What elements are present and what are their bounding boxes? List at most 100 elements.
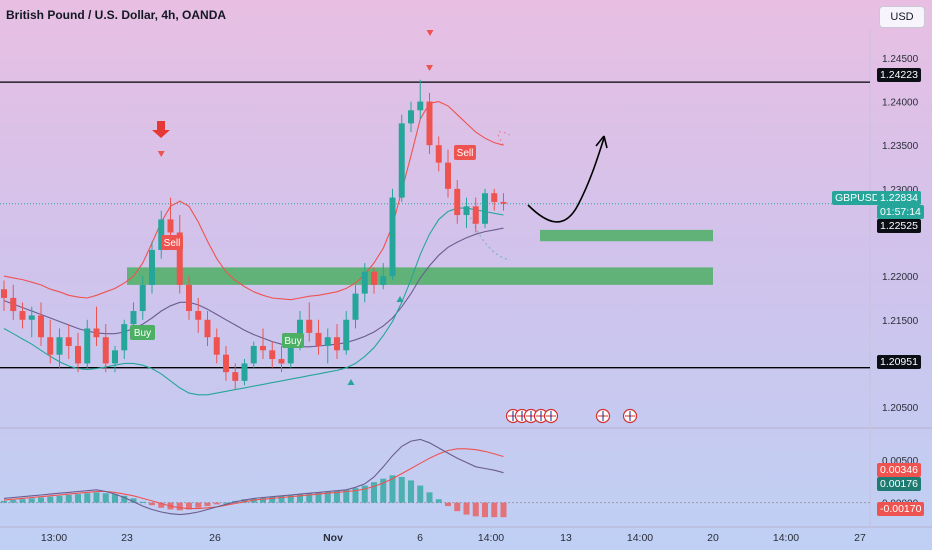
macd-histogram-bar bbox=[223, 502, 229, 504]
economic-event-icon bbox=[595, 408, 611, 424]
candle bbox=[10, 284, 17, 320]
macd-histogram-bar bbox=[500, 502, 507, 518]
time-axis-label: 20 bbox=[707, 532, 719, 544]
candle bbox=[435, 136, 442, 172]
candle-body bbox=[93, 328, 100, 338]
candle bbox=[38, 302, 44, 346]
macd-histogram-bar bbox=[213, 502, 220, 505]
time-axis-label: 23 bbox=[121, 532, 133, 544]
time-axis-label: 26 bbox=[209, 532, 221, 544]
macd-histogram-bar bbox=[454, 502, 461, 512]
buy-label: Buy bbox=[282, 333, 304, 348]
macd-top-tick: 0.00500 bbox=[882, 456, 919, 467]
candle-body bbox=[1, 289, 7, 298]
time-axis-label: 14:00 bbox=[773, 532, 799, 544]
candle-body bbox=[482, 193, 488, 224]
candle bbox=[278, 345, 285, 373]
histogram-value-tag: -0.00170 bbox=[877, 502, 925, 516]
buy-label-text: Buy bbox=[134, 328, 151, 339]
candle-body bbox=[250, 345, 257, 364]
candle bbox=[343, 311, 350, 355]
bb-lower-projection bbox=[466, 207, 511, 261]
candle-body bbox=[10, 297, 17, 312]
last-price-tag: 1.22834 bbox=[877, 191, 921, 205]
candle bbox=[75, 332, 81, 373]
bb-middle-line bbox=[3, 227, 504, 348]
sell-label: Sell bbox=[454, 145, 476, 160]
candle bbox=[306, 302, 313, 342]
candle-body bbox=[324, 337, 331, 346]
candle bbox=[260, 328, 266, 360]
candle-body bbox=[306, 319, 313, 333]
candle-body bbox=[278, 359, 285, 364]
candle bbox=[454, 180, 461, 224]
candle bbox=[334, 324, 340, 360]
candle-body bbox=[380, 276, 387, 285]
candle-body bbox=[204, 319, 211, 338]
economic-event-icon bbox=[543, 408, 559, 424]
time-axis-label: Nov bbox=[323, 532, 343, 544]
macd-histogram-bar bbox=[260, 497, 266, 503]
macd-histogram-bar bbox=[352, 488, 359, 503]
candle bbox=[176, 215, 183, 294]
candle bbox=[139, 276, 146, 320]
price-tick-label: 1.22000 bbox=[882, 272, 919, 283]
price-tick-label: 1.24000 bbox=[882, 98, 919, 109]
candle-body bbox=[167, 219, 174, 233]
macd-histogram-bar bbox=[84, 493, 91, 503]
candle-body bbox=[139, 284, 146, 312]
buy-label-text: Buy bbox=[284, 336, 301, 347]
candle-body bbox=[176, 232, 183, 285]
macd-histogram-bar bbox=[417, 485, 424, 503]
macd-histogram-bar bbox=[445, 502, 451, 507]
buy-label-bg bbox=[130, 325, 155, 340]
bb-lower-line bbox=[3, 207, 504, 396]
candle-body bbox=[454, 188, 461, 216]
candle-body bbox=[426, 101, 433, 146]
sell-label-bg bbox=[454, 145, 476, 160]
candle bbox=[223, 345, 229, 381]
candle-body bbox=[112, 350, 118, 364]
candle-body bbox=[417, 101, 424, 111]
macd-histogram-bar bbox=[10, 500, 17, 503]
candle bbox=[380, 263, 387, 290]
candle bbox=[204, 311, 211, 346]
macd-histogram-bar bbox=[121, 495, 128, 503]
macd-histogram-bar bbox=[269, 496, 276, 503]
demand-zone-2 bbox=[127, 267, 713, 285]
economic-event-icon bbox=[622, 408, 638, 424]
macd-histogram-bar bbox=[287, 494, 294, 503]
candle-body bbox=[260, 345, 266, 351]
macd-histogram-bar bbox=[19, 499, 26, 503]
candle bbox=[315, 319, 322, 355]
time-axis-label: 13:00 bbox=[41, 532, 67, 544]
macd-histogram-bar bbox=[75, 494, 81, 503]
candle-body bbox=[315, 332, 322, 346]
macd-histogram-bar bbox=[149, 502, 155, 506]
price-tick-label: 1.24500 bbox=[882, 54, 919, 65]
macd-histogram-bar bbox=[426, 492, 433, 503]
projection-curve bbox=[527, 137, 605, 223]
macd-histogram-bar bbox=[472, 502, 479, 517]
macd-histogram-bar bbox=[65, 494, 72, 503]
candle-body bbox=[102, 337, 109, 364]
macd-histogram-bar bbox=[241, 499, 248, 503]
sell-signal-marker bbox=[157, 151, 165, 157]
resistance-price-tag: 1.24223 bbox=[877, 68, 921, 82]
candle-body bbox=[269, 350, 276, 360]
candle-body bbox=[445, 162, 451, 189]
price-tick-label: 1.20500 bbox=[882, 403, 919, 414]
candle bbox=[47, 319, 54, 364]
time-axis-label: 14:00 bbox=[478, 532, 504, 544]
symbol-tag: GBPUSD bbox=[832, 191, 883, 205]
buy-label-bg bbox=[282, 333, 304, 348]
candle bbox=[250, 341, 257, 368]
candle-body bbox=[232, 372, 239, 381]
sell-arrow-icon bbox=[152, 121, 170, 138]
economic-event-icon bbox=[523, 408, 539, 424]
candle-body bbox=[65, 337, 72, 346]
currency-button[interactable]: USD bbox=[879, 6, 925, 28]
countdown-tag: 01:57:14 bbox=[877, 205, 924, 219]
macd-histogram-bar bbox=[380, 478, 387, 503]
